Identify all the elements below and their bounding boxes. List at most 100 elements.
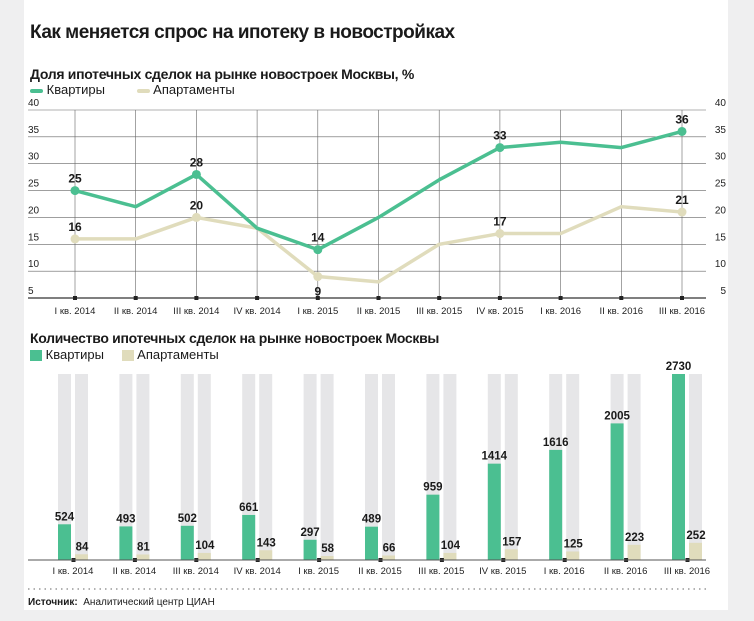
bar-apartamenty (566, 551, 580, 560)
bar-value-label: 297 (301, 527, 320, 539)
y-tick-label-right: 25 (715, 179, 727, 190)
bar-value-label: 502 (178, 513, 197, 525)
bar-value-label: 524 (55, 511, 75, 523)
x-tick-label: III кв. 2014 (173, 566, 219, 577)
bar-background (689, 374, 702, 560)
y-tick-label-left: 35 (28, 125, 40, 136)
data-point (70, 186, 80, 196)
bar-apartamenty (504, 549, 518, 560)
data-label: 20 (190, 198, 204, 212)
bar-background (180, 374, 194, 560)
bar-background (303, 374, 317, 560)
bar-background (197, 374, 211, 560)
data-label: 36 (675, 112, 689, 126)
bar-kvartiry (119, 526, 133, 560)
bar-value-label: 252 (686, 530, 705, 542)
bar-background (136, 374, 150, 560)
data-point (70, 234, 80, 244)
y-tick-label-right: 10 (715, 259, 727, 270)
x-tick-label: III кв. 2016 (659, 306, 705, 317)
x-tick-label: I кв. 2016 (540, 306, 581, 317)
bar-apartamenty (382, 555, 395, 560)
data-label: 21 (675, 193, 689, 207)
bar-background (242, 374, 256, 560)
bar-background (443, 374, 457, 560)
data-point (313, 245, 323, 255)
source-note: Источник: Аналитический центр ЦИАН (28, 597, 215, 608)
data-label: 25 (68, 172, 82, 186)
bar-background (119, 374, 133, 560)
bar-value-label: 104 (441, 540, 461, 552)
bar-kvartiry (365, 526, 378, 560)
data-point (495, 143, 505, 153)
bar-apartamenty (443, 552, 457, 560)
x-tick-mark (558, 296, 563, 300)
x-tick-label: IV кв. 2015 (479, 566, 526, 577)
y-tick-label-left: 25 (28, 179, 40, 190)
x-tick-mark (315, 296, 320, 300)
y-tick-label-left: 30 (28, 152, 40, 163)
bar-kvartiry (487, 463, 501, 560)
x-tick-label: IV кв. 2014 (233, 306, 280, 317)
bar-background (58, 374, 71, 560)
x-tick-label: III кв. 2014 (173, 306, 219, 317)
data-label: 17 (493, 215, 507, 229)
bar-kvartiry (242, 514, 256, 560)
y-tick-label-left: 40 (28, 98, 40, 109)
bar-apartamenty (75, 554, 88, 560)
y-tick-label-left: 5 (28, 286, 34, 297)
x-tick-label: IV кв. 2015 (476, 306, 523, 317)
bar-value-label: 493 (116, 513, 135, 525)
legend-label-apartamenty: Апартаменты (137, 347, 219, 362)
bar-value-label: 489 (362, 514, 381, 526)
bar-value-label: 157 (502, 536, 521, 548)
data-point (495, 229, 505, 239)
x-tick-label: III кв. 2016 (664, 566, 710, 577)
bar-value-label: 125 (564, 538, 584, 550)
x-tick-label: I кв. 2014 (55, 306, 96, 317)
bar-value-label: 58 (321, 543, 334, 555)
bar-background (320, 374, 334, 560)
data-label: 28 (190, 155, 204, 169)
legend-swatch-kvartiry (30, 350, 42, 362)
bar-value-label: 2005 (604, 410, 630, 422)
x-tick-label: II кв. 2016 (604, 566, 648, 577)
bar-value-label: 84 (76, 541, 89, 553)
bar-background (627, 374, 641, 560)
x-tick-label: II кв. 2014 (114, 306, 158, 317)
data-point (191, 169, 201, 179)
legend-label-kvartiry: Квартиры (46, 82, 105, 97)
bar-apartamenty (689, 542, 702, 560)
x-tick-mark (133, 296, 138, 300)
data-label: 9 (314, 285, 321, 299)
legend-swatch-apartamenty (136, 88, 150, 93)
bar-apartamenty (259, 550, 273, 560)
bar-apartamenty (320, 556, 334, 560)
y-tick-label-left: 10 (28, 259, 40, 270)
bar-kvartiry (549, 449, 563, 560)
x-tick-label: I кв. 2016 (544, 566, 585, 577)
bar-background (259, 374, 273, 560)
bar-background (365, 374, 378, 560)
y-tick-label-right: 30 (715, 152, 727, 163)
y-tick-label-left: 15 (28, 232, 40, 243)
x-tick-label: III кв. 2015 (416, 306, 462, 317)
bar-kvartiry (672, 374, 685, 560)
line-chart-title: Доля ипотечных сделок на рынке новострое… (30, 66, 415, 82)
data-label: 33 (493, 129, 507, 143)
bar-kvartiry (610, 423, 624, 560)
line-legend: Квартиры Апартаменты (30, 82, 235, 97)
bar-value-label: 81 (137, 541, 150, 553)
y-tick-label-left: 20 (28, 205, 40, 216)
data-label: 16 (68, 220, 82, 234)
bar-value-label: 959 (423, 482, 442, 494)
data-point (191, 212, 201, 222)
bar-background (75, 374, 88, 560)
legend-swatch-apartamenty (121, 350, 134, 362)
x-tick-mark (619, 296, 624, 300)
page-title: Как меняется спрос на ипотеку в новостро… (30, 22, 455, 43)
data-label: 14 (311, 231, 325, 245)
x-tick-label: II кв. 2015 (358, 566, 402, 577)
x-tick-label: II кв. 2016 (600, 306, 644, 317)
